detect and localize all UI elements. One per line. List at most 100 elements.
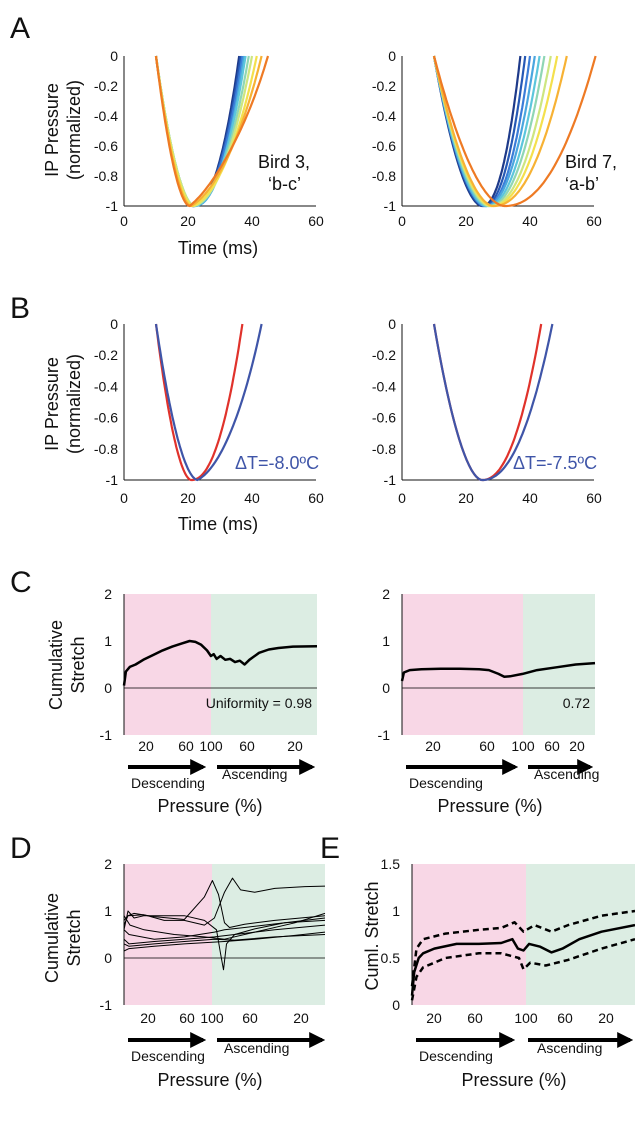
xtick-label: 20 bbox=[426, 1010, 442, 1026]
e-xlabel: Pressure (%) bbox=[461, 1070, 566, 1090]
xtick-label: 20 bbox=[180, 213, 196, 229]
xtick-label: 100 bbox=[199, 738, 223, 754]
ytick-label: -0.6 bbox=[94, 138, 118, 154]
a-ylabel-line1: IP Pressure bbox=[42, 83, 62, 177]
xtick-label: 100 bbox=[511, 738, 535, 754]
c-right-uniformity: 0.72 bbox=[563, 695, 590, 711]
series-line bbox=[410, 909, 635, 987]
a-right-ticks: 0-0.2-0.4-0.6-0.8-10 20 40 60 bbox=[372, 48, 602, 229]
panel-e: Cuml. Stretch 1.5 1 0.5 0 20 60 100 60 20 Descen… bbox=[362, 856, 635, 1090]
xtick-label: 60 bbox=[308, 213, 324, 229]
xtick-label: 60 bbox=[178, 738, 194, 754]
ytick-label: -0.4 bbox=[372, 378, 396, 394]
c-left-xlabel: Pressure (%) bbox=[157, 796, 262, 816]
ytick-label: -1 bbox=[384, 198, 397, 214]
panel-letter-d: D bbox=[10, 832, 32, 865]
e-traces bbox=[410, 909, 635, 1001]
xtick-label: 60 bbox=[586, 490, 602, 506]
chart-b-right: 0-0.2-0.4-0.6-0.8-10 20 40 60 ΔT=-7.5ºC bbox=[372, 316, 602, 506]
xtick-label: 0 bbox=[120, 213, 128, 229]
ytick-label: -0.4 bbox=[372, 108, 396, 124]
c-left-ticks: 2 1 0 -1 20 60 100 60 20 bbox=[100, 586, 303, 754]
panel-letter-c: C bbox=[10, 566, 32, 599]
b-right-traces bbox=[432, 323, 554, 482]
c-left-uniformity: Uniformity = 0.98 bbox=[206, 695, 312, 711]
series-line bbox=[410, 937, 635, 1001]
b-right-ticks: 0-0.2-0.4-0.6-0.8-10 20 40 60 bbox=[372, 316, 602, 506]
series-line bbox=[432, 55, 522, 208]
a-left-annotation-line2: ‘b-c’ bbox=[268, 174, 301, 194]
series-line bbox=[410, 923, 635, 996]
ytick-label: 0 bbox=[110, 316, 118, 332]
a-left-annotation-line1: Bird 3, bbox=[258, 152, 310, 172]
xtick-label: 20 bbox=[140, 1010, 156, 1026]
series-line bbox=[123, 917, 326, 940]
ytick-label: -0.8 bbox=[94, 441, 118, 457]
c-right-traces bbox=[400, 661, 596, 682]
ytick-label: -0.4 bbox=[94, 108, 118, 124]
ytick-label: 0 bbox=[104, 680, 112, 696]
ytick-label: 2 bbox=[382, 586, 390, 602]
ytick-label: 2 bbox=[104, 586, 112, 602]
series-line bbox=[400, 661, 596, 682]
d-ylabel-line2: Stretch bbox=[64, 909, 84, 966]
a-right-annotation-line1: Bird 7, bbox=[565, 152, 617, 172]
e-ascending-label: Ascending bbox=[537, 1040, 602, 1056]
e-descending-region bbox=[412, 864, 526, 1005]
ytick-label: 0.5 bbox=[381, 950, 401, 966]
ytick-label: 1 bbox=[104, 903, 112, 919]
d-ylabel-line1: Cumulative bbox=[42, 893, 62, 983]
xtick-label: 20 bbox=[598, 1010, 614, 1026]
panel-letter-b: B bbox=[10, 292, 30, 325]
ytick-label: 0 bbox=[110, 48, 118, 64]
ytick-label: -0.6 bbox=[372, 138, 396, 154]
b-ylabel-line2: (normalized) bbox=[64, 354, 84, 454]
e-descending-label: Descending bbox=[419, 1048, 493, 1064]
c-left-ascending-region bbox=[211, 594, 317, 735]
xtick-label: 60 bbox=[239, 738, 255, 754]
ytick-label: -0.8 bbox=[372, 168, 396, 184]
series-line bbox=[122, 639, 318, 686]
b-right-annotation: ΔT=-7.5ºC bbox=[513, 453, 597, 473]
panel-letter-a: A bbox=[10, 12, 30, 45]
xtick-label: 60 bbox=[557, 1010, 573, 1026]
xtick-label: 60 bbox=[179, 1010, 195, 1026]
ytick-label: 0 bbox=[104, 950, 112, 966]
c-right-xlabel: Pressure (%) bbox=[437, 796, 542, 816]
c-left-descending-region bbox=[124, 594, 211, 735]
ytick-label: -0.6 bbox=[372, 410, 396, 426]
d-traces bbox=[123, 877, 326, 971]
xtick-label: 60 bbox=[467, 1010, 483, 1026]
b-left-annotation: ΔT=-8.0ºC bbox=[235, 453, 319, 473]
c-right-descending-region bbox=[402, 594, 523, 735]
d-descending-label: Descending bbox=[131, 1048, 205, 1064]
ytick-label: -0.2 bbox=[94, 78, 118, 94]
xtick-label: 60 bbox=[479, 738, 495, 754]
ytick-label: 2 bbox=[104, 856, 112, 872]
e-ylabel: Cuml. Stretch bbox=[362, 881, 382, 990]
ytick-label: -1 bbox=[106, 472, 119, 488]
xtick-label: 40 bbox=[522, 490, 538, 506]
ytick-label: -0.2 bbox=[372, 78, 396, 94]
series-line bbox=[154, 323, 244, 482]
ytick-label: -1 bbox=[384, 472, 397, 488]
ytick-label: 1 bbox=[104, 633, 112, 649]
ytick-label: -1 bbox=[100, 727, 113, 743]
e-ascending-region bbox=[526, 864, 635, 1005]
a-right-traces bbox=[432, 55, 597, 208]
xtick-label: 60 bbox=[308, 490, 324, 506]
panel-b: IP Pressure (normalized) 0 -0.2 -0.4 -0.6 -0… bbox=[42, 316, 602, 534]
ytick-label: 0 bbox=[382, 680, 390, 696]
b-xlabel: Time (ms) bbox=[178, 514, 258, 534]
xtick-label: 100 bbox=[514, 1010, 538, 1026]
xtick-label: 20 bbox=[569, 738, 585, 754]
chart-d: 2 1 0 -1 20 60 100 60 20 Descending Ascending bbox=[100, 856, 326, 1064]
d-xlabel: Pressure (%) bbox=[157, 1070, 262, 1090]
c-right-ticks: 2 1 0 -1 20 60 100 60 20 bbox=[378, 586, 585, 754]
chart-c-left: 2 1 0 -1 20 60 100 60 20 Uniformity = 0.98 Desce… bbox=[100, 586, 318, 791]
xtick-label: 20 bbox=[458, 490, 474, 506]
panel-c: Cumulative Stretch 210-120 60 100 60 20 Unif… bbox=[46, 586, 599, 816]
xtick-label: 60 bbox=[586, 213, 602, 229]
series-line bbox=[123, 924, 326, 945]
d-ticks: 2 1 0 -1 20 60 100 60 20 bbox=[100, 856, 309, 1026]
